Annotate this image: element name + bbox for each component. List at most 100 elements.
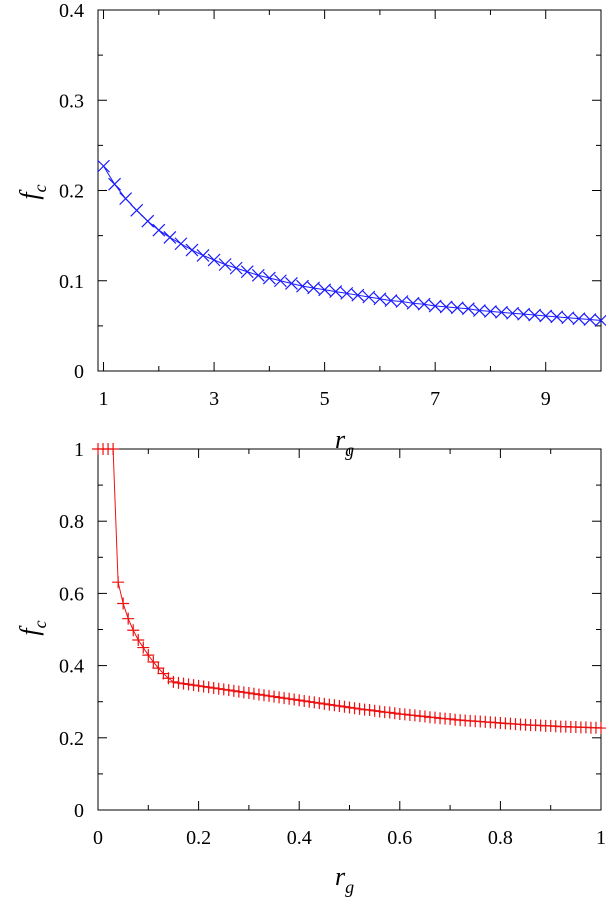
y-tick-label: 0.2 [59,181,84,203]
x-tick-label: 1 [596,827,606,849]
y-tick-label: 0.1 [59,271,84,293]
data-point [329,285,343,299]
data-point [285,277,298,290]
data-point [528,308,542,322]
y-tick-label: 0.6 [59,583,84,605]
data-point [112,576,125,589]
data-point [185,243,199,257]
axis-ticks [98,9,602,372]
y-tick-label: 1 [74,439,84,461]
data-point [594,314,606,327]
data-point [240,265,254,279]
data-point [351,288,365,302]
data-point [167,675,180,688]
chart-bottom: 0 0.2 0.4 0.6 0.8 1 0 0.2 0.4 0.6 0.8 1 rg fc [15,439,606,897]
data-point [308,696,321,709]
data-point [348,702,361,715]
data-point [373,705,386,718]
y-tick-label: 0.8 [59,511,84,533]
tick-labels: 0 0.2 0.4 0.6 0.8 1 0 0.2 0.4 0.6 0.8 1 [59,439,606,849]
data-point [130,203,144,217]
data-point [539,309,553,323]
y-tick-label: 0.4 [59,0,84,22]
data-point [383,706,396,719]
data-point [495,305,508,319]
data-point [141,214,155,228]
y-tick-label: 0.3 [59,90,84,112]
data-point [137,641,150,654]
data-point [318,697,331,710]
data-point [484,305,497,318]
data-point [307,281,320,295]
data-point [461,302,475,316]
axis-ticks [97,448,602,811]
data-point [152,662,165,675]
data-point [119,192,133,206]
data-point [373,292,387,306]
data-point [252,688,265,701]
data-point [257,689,270,702]
data-point [196,249,210,262]
data-point [172,676,185,689]
data-point [273,274,287,288]
data-point [132,633,145,646]
data-point [517,307,531,321]
data-point [444,713,457,726]
data-point [298,694,311,707]
data-point [362,290,376,304]
data-point [192,679,205,692]
data-point [343,701,356,714]
x-axis-label: rg [335,425,354,460]
data-point [202,681,215,694]
data-point [174,237,188,251]
data-point [142,649,155,662]
data-point [182,678,195,691]
data-point [263,689,276,702]
data-point [222,684,235,697]
x-axis-label: rg [335,862,354,897]
data-point [429,711,442,724]
data-point [417,297,431,311]
data-point [408,709,421,722]
data-point [368,704,381,717]
data-point [439,300,453,314]
data-point [283,692,296,705]
data-point [147,655,160,668]
data-point [398,708,411,721]
data-point [212,682,225,695]
data-points [97,159,606,327]
data-point [227,684,240,697]
data-point [328,699,341,712]
data-point [583,313,597,326]
data-point [177,677,190,690]
data-point [207,253,221,267]
data-point [418,710,431,723]
data-point [428,299,442,313]
data-point [384,294,398,308]
data-point [273,691,286,704]
x-tick-label: 0.8 [488,827,513,849]
x-tick-label: 0 [93,827,103,849]
tick-labels: 1 3 5 7 9 0 0.1 0.2 0.3 0.4 [59,0,551,410]
data-point [288,693,301,706]
data-point [127,624,140,637]
data-point [262,271,276,285]
data-point [157,667,170,680]
data-point [247,687,260,700]
data-point [218,258,232,271]
data-point [333,700,346,713]
plot-border [97,448,602,811]
x-tick-label: 0.4 [287,827,312,849]
data-point [595,722,606,735]
data-point [318,283,332,297]
y-axis-label: fc [15,184,50,199]
series-line [103,165,602,321]
data-point [506,306,519,320]
data-point [388,707,401,720]
y-tick-label: 0 [74,361,84,383]
y-tick-label: 0.2 [59,728,84,750]
data-point [303,695,316,708]
y-tick-label: 0.4 [59,656,84,678]
data-point [108,177,122,191]
